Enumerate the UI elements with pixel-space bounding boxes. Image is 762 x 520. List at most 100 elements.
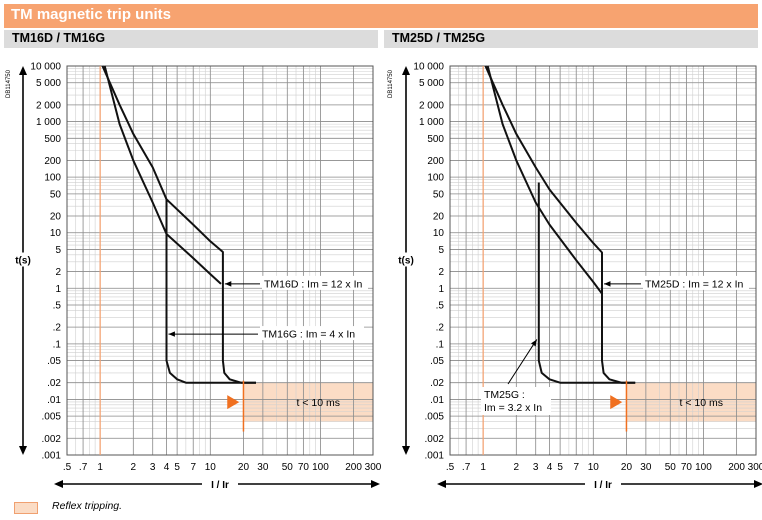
y-tick-label: 500 — [44, 134, 61, 145]
figure-code: DB114750 — [388, 69, 394, 98]
y-tick-label: 500 — [427, 134, 444, 145]
y-axis-label: t(s) — [15, 256, 31, 267]
trip-curve-0 — [484, 65, 636, 384]
y-tick-label: .01 — [47, 395, 61, 406]
y-tick-label: 50 — [50, 189, 62, 200]
plot-frame — [66, 65, 374, 456]
x-tick-label: .7 — [79, 462, 88, 473]
annotation-arrowhead — [604, 281, 611, 287]
reflex-legend-label: Reflex tripping. — [52, 500, 123, 512]
y-tick-label: 5 000 — [419, 78, 444, 89]
x-tick-label: 70 — [681, 462, 693, 473]
x-tick-label: 4 — [164, 462, 170, 473]
y-tick-label: 10 000 — [413, 62, 444, 73]
y-tick-label: 200 — [44, 156, 61, 167]
reflex-label: t < 10 ms — [679, 397, 722, 409]
y-axis-arrowhead — [19, 66, 27, 75]
y-tick-label: 10 — [433, 228, 445, 239]
y-tick-label: .005 — [425, 412, 445, 423]
y-tick-label: .2 — [436, 323, 445, 334]
y-tick-label: 10 — [50, 228, 62, 239]
x-tick-label: 300 — [748, 462, 762, 473]
y-tick-label: 50 — [433, 189, 445, 200]
x-tick-label: 4 — [547, 462, 553, 473]
y-label-bg — [397, 252, 415, 267]
y-axis-arrowhead — [402, 446, 410, 455]
x-tick-label: 2 — [514, 462, 520, 473]
trip-curve-1 — [103, 65, 222, 285]
x-tick-label: 10 — [205, 462, 217, 473]
annotation-tm25d: TM25D : Im = 12 x In — [645, 278, 743, 290]
y-tick-label: .002 — [425, 434, 445, 445]
y-tick-label: 5 000 — [36, 78, 61, 89]
reflex-marker-icon — [227, 395, 240, 410]
x-tick-label: 20 — [621, 462, 633, 473]
x-tick-label: 50 — [665, 462, 677, 473]
y-axis-arrowhead — [19, 446, 27, 455]
x-tick-label: 3 — [533, 462, 539, 473]
x-tick-label: 50 — [282, 462, 294, 473]
x-tick-label: .7 — [462, 462, 471, 473]
y-tick-label: 20 — [433, 211, 445, 222]
x-axis-arrowhead — [754, 480, 762, 488]
reflex-marker-icon — [610, 395, 623, 410]
trip-curve-1 — [486, 65, 603, 295]
annotation-tm16g: TM16G : Im = 4 x In — [262, 329, 355, 341]
y-tick-label: 2 — [55, 267, 61, 278]
reflex-label: t < 10 ms — [296, 397, 339, 409]
x-tick-label: 7 — [190, 462, 196, 473]
x-label-bg — [585, 477, 621, 491]
annotation-leader — [507, 339, 538, 385]
x-tick-label: 70 — [298, 462, 310, 473]
x-tick-label: .5 — [446, 462, 455, 473]
x-tick-label: 100 — [695, 462, 712, 473]
x-tick-label: 1 — [97, 462, 103, 473]
y-tick-label: .1 — [53, 339, 62, 350]
y-tick-label: 1 — [55, 284, 61, 295]
plot-frame — [449, 65, 757, 456]
chart-title-right: TM25D / TM25G — [392, 31, 486, 45]
annotation-bg — [260, 326, 364, 341]
y-tick-label: .5 — [436, 301, 445, 312]
y-tick-label: .01 — [430, 395, 444, 406]
y-tick-label: .05 — [47, 356, 61, 367]
x-tick-label: 2 — [131, 462, 137, 473]
y-tick-label: 10 000 — [30, 62, 61, 73]
annotation-arrowhead — [224, 281, 232, 287]
annotation-bg — [481, 387, 551, 415]
x-tick-label: 200 — [345, 462, 362, 473]
annotation-arrowhead — [531, 339, 537, 347]
y-axis-label: t(s) — [398, 256, 414, 267]
y-tick-label: .2 — [53, 323, 62, 334]
x-tick-label: 300 — [365, 462, 382, 473]
x-tick-label: 10 — [588, 462, 600, 473]
y-tick-label: 2 — [438, 267, 444, 278]
y-tick-label: .5 — [53, 301, 62, 312]
header-bar: TM magnetic trip units — [4, 4, 758, 28]
y-tick-label: .002 — [42, 434, 62, 445]
y-tick-label: 100 — [427, 173, 444, 184]
x-tick-label: 20 — [238, 462, 250, 473]
y-tick-label: .005 — [42, 412, 62, 423]
x-tick-label: .5 — [63, 462, 72, 473]
y-tick-label: .001 — [42, 451, 62, 462]
x-tick-label: 5 — [174, 462, 180, 473]
y-tick-label: .001 — [425, 451, 445, 462]
x-axis-label: I / Ir — [594, 480, 612, 491]
x-axis-arrowhead — [371, 480, 380, 488]
x-tick-label: 7 — [573, 462, 579, 473]
subheader-right: TM25D / TM25G — [384, 30, 758, 48]
trip-curve-2 — [537, 182, 636, 384]
annotation-bg — [262, 275, 368, 290]
x-tick-label: 1 — [480, 462, 486, 473]
y-tick-label: 1 — [438, 284, 444, 295]
x-tick-label: 200 — [728, 462, 745, 473]
x-label-bg — [202, 477, 238, 491]
chart-title-left: TM16D / TM16G — [12, 31, 106, 45]
y-axis-arrowhead — [402, 66, 410, 75]
annotation-arrowhead — [168, 331, 175, 337]
x-axis-label: I / Ir — [211, 480, 229, 491]
x-axis-arrowhead — [54, 480, 63, 488]
